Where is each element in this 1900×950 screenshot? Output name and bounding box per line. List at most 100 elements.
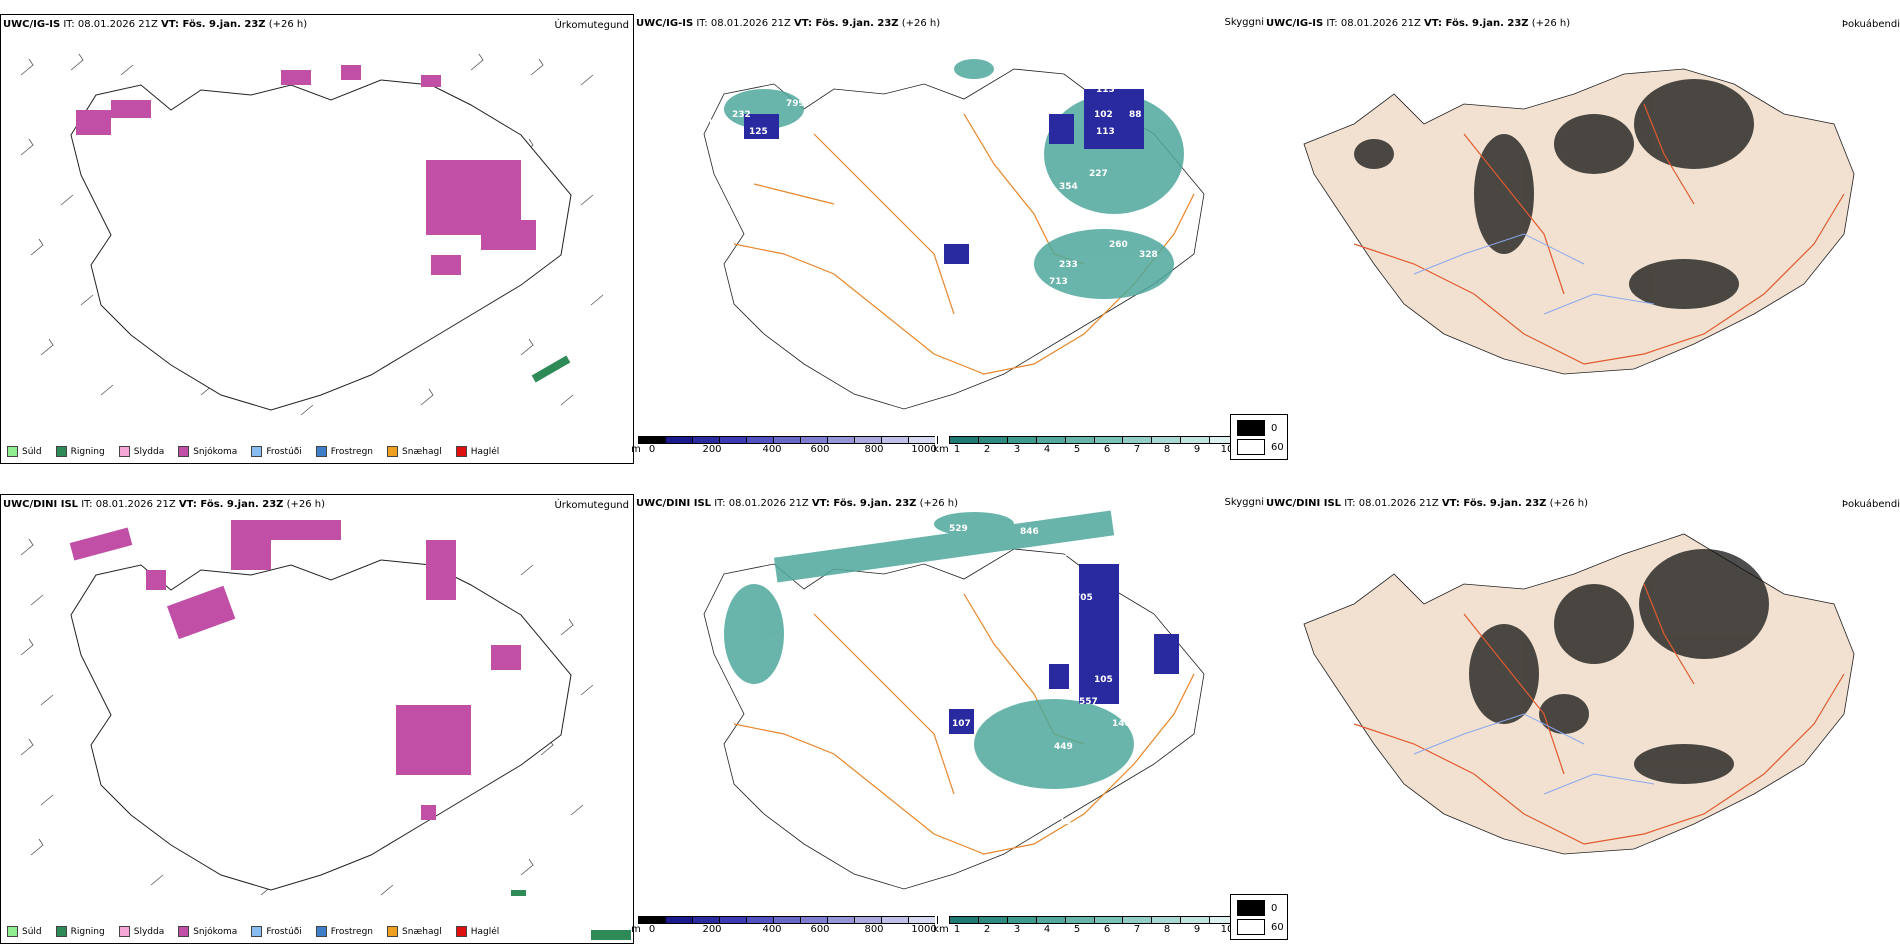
panel-header: UWC/DINI ISL IT: 08.01.2026 21Z VT: Fös.…	[636, 498, 959, 509]
legend-swatch	[7, 926, 18, 937]
cloud-map-bottom: 529 844 846 527 705 105 557 107 449 140 …	[703, 502, 1205, 890]
legend-item-4: Frostúði	[251, 926, 302, 937]
colorbar-m-swatches	[638, 916, 938, 924]
panel-header: UWC/IG-IS IT: 08.01.2026 21Z VT: Fös. 9.…	[3, 19, 308, 30]
iceland-land	[1303, 68, 1855, 375]
colorbar-unit: m	[631, 444, 641, 455]
height-label: 527	[1062, 549, 1081, 559]
fog-roads	[1353, 103, 1845, 365]
fog-map-top	[1303, 68, 1855, 375]
fog-rivers	[1413, 713, 1655, 795]
panel-type-label: Þokuábendi	[1841, 19, 1900, 30]
legend-swatch	[118, 446, 130, 457]
legend-swatch	[55, 926, 67, 937]
fog-legend: 0 60	[1230, 894, 1288, 940]
iceland-land	[1303, 533, 1855, 855]
panel-header: UWC/IG-IS IT: 08.01.2026 21Z VT: Fös. 9.…	[636, 18, 941, 29]
legend-item-6: Snæhagl	[387, 446, 442, 457]
legend-swatch	[251, 446, 263, 457]
legend-swatch	[178, 446, 190, 457]
legend-item-4: Frostúði	[251, 446, 302, 457]
legend-swatch	[455, 446, 467, 457]
legend-swatch	[251, 926, 263, 937]
legend-item-3: Snjókoma	[178, 926, 237, 937]
legend-item-0: Súld	[7, 446, 42, 457]
height-label: 356	[1079, 212, 1098, 222]
legend-item-3: Snjókoma	[178, 446, 237, 457]
colorbar-m-ticks: m 0 200 400 600 800 1000	[631, 924, 937, 935]
height-label: 557	[1079, 697, 1098, 707]
legend-item-6: Snæhagl	[387, 926, 442, 937]
legend-swatch	[387, 926, 399, 937]
legend-item-5: Frostregn	[315, 446, 373, 457]
panel-header: UWC/DINI ISL IT: 08.01.2026 21Z VT: Fös.…	[1266, 498, 1589, 509]
legend-swatch	[7, 446, 18, 457]
rain-areas	[531, 355, 571, 383]
legend-swatch	[315, 446, 327, 457]
panel-type-label: Skyggni	[1224, 497, 1264, 508]
height-label: 107	[952, 719, 971, 729]
colorbar-m-swatches	[638, 436, 938, 444]
fog-rivers	[1413, 233, 1655, 315]
colorbar-m-ticks: m 0 200 400 600 800 1000	[631, 444, 937, 455]
height-label: 227	[1089, 169, 1108, 179]
panel-header: UWC/IG-IS IT: 08.01.2026 21Z VT: Fös. 9.…	[1266, 18, 1571, 29]
height-label: 192	[1159, 217, 1178, 227]
height-label: 19	[1059, 817, 1072, 827]
height-label: 105	[1094, 675, 1113, 685]
panel-header: UWC/DINI ISL IT: 08.01.2026 21Z VT: Fös.…	[3, 499, 326, 510]
colorbar-m: m 0 200 400 600 800 1000	[631, 436, 938, 456]
height-label: 140	[1112, 719, 1131, 729]
snow-areas	[69, 520, 521, 820]
height-label: 354	[1059, 182, 1078, 192]
height-label: 846	[1020, 527, 1039, 537]
precip-map-top	[20, 53, 604, 416]
height-label: 529	[949, 524, 968, 534]
legend-item-1: Rigning	[55, 926, 105, 937]
cloud-panel-bottom: UWC/DINI ISL IT: 08.01.2026 21Z VT: Fös.…	[631, 494, 1264, 944]
fog-legend: 0 60	[1230, 414, 1288, 460]
height-label: 449	[1054, 742, 1073, 752]
colorbar-km-swatches	[949, 436, 1239, 444]
legend-item-7: Haglél	[455, 926, 499, 937]
colorbar-km-ticks: km 1 2 3 4 5 6 7 8 9 10	[933, 924, 1234, 935]
legend-item-5: Frostregn	[315, 926, 373, 937]
height-label: 713	[1049, 277, 1068, 287]
panel-type-label: Úrkomutegund	[554, 20, 629, 31]
precip-panel-bottom: UWC/DINI ISL IT: 08.01.2026 21Z VT: Fös.…	[0, 494, 634, 944]
colorbar-unit: m	[631, 924, 641, 935]
colorbar-unit: km	[933, 444, 949, 455]
cloud-teal-areas	[724, 59, 1184, 299]
snow-areas	[76, 65, 536, 275]
fog-legend-light: 60	[1237, 919, 1284, 935]
rain-areas	[511, 890, 631, 940]
colorbar-km-ticks: km 1 2 3 4 5 6 7 8 9 10	[933, 444, 1234, 455]
legend-swatch	[55, 446, 67, 457]
height-label: 125	[749, 127, 768, 137]
cloud-height-labels: 529 844 846 527 705 105 557 107 449 140 …	[949, 502, 1131, 827]
height-label: 113	[1096, 127, 1115, 137]
fog-dark-areas	[1354, 79, 1754, 309]
height-label: 88	[1129, 110, 1142, 120]
legend-swatch	[455, 926, 467, 937]
height-label: 799	[786, 99, 805, 109]
height-label: 705	[1074, 593, 1093, 603]
cloud-height-labels: 58 232 125 799 113 102 88 113 227 354 35…	[709, 85, 1178, 287]
fog-legend-dark: 0	[1237, 900, 1277, 916]
fog-map-bottom	[1303, 533, 1855, 855]
fog-legend-dark: 0	[1237, 420, 1277, 436]
legend-item-2: Slydda	[118, 926, 164, 937]
legend-swatch	[387, 446, 399, 457]
colorbar-km: km 1 2 3 4 5 6 7 8 9 10	[933, 916, 1239, 936]
height-label: 844	[996, 502, 1015, 512]
colorbar-km: km 1 2 3 4 5 6 7 8 9 10	[933, 436, 1239, 456]
legend-swatch	[118, 926, 130, 937]
cloud-panel-top: UWC/IG-IS IT: 08.01.2026 21Z VT: Fös. 9.…	[631, 14, 1264, 464]
panel-type-label: Þokuábendi	[1841, 499, 1900, 510]
colorbar-unit: km	[933, 924, 949, 935]
height-label: 328	[1139, 250, 1158, 260]
height-label: 232	[732, 110, 751, 120]
height-label: 113	[1096, 85, 1115, 95]
cloud-blue-areas	[949, 564, 1179, 734]
precip-legend: Súld Rigning Slydda Snjókoma Frostúði Fr…	[7, 446, 499, 457]
